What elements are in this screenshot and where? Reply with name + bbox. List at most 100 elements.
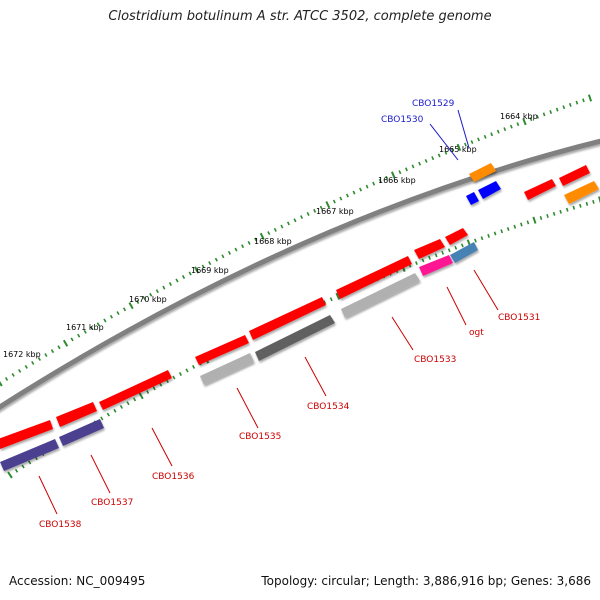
gene-label-cbo1536[interactable]: CBO1536 bbox=[152, 472, 195, 482]
gene-arrow[interactable] bbox=[0, 420, 53, 449]
gene-arrow[interactable] bbox=[469, 163, 496, 182]
gene-label-cbo1529[interactable]: CBO1529 bbox=[412, 99, 455, 109]
ruler-minor-tick bbox=[559, 209, 562, 214]
gene-label-cbo1537[interactable]: CBO1537 bbox=[91, 498, 133, 508]
ruler-minor-tick bbox=[146, 390, 150, 394]
ruler-major-tick bbox=[456, 143, 462, 151]
ruler-minor-tick bbox=[273, 227, 277, 232]
gene-arrow[interactable] bbox=[200, 353, 254, 385]
ruler-minor-tick bbox=[175, 278, 179, 283]
map-title: Clostridium botulinum A str. ATCC 3502, … bbox=[108, 9, 492, 24]
ruler-minor-tick bbox=[329, 297, 333, 302]
ruler-major-tick bbox=[62, 339, 69, 347]
ruler-minor-tick bbox=[437, 153, 441, 158]
ruler-minor-tick bbox=[562, 105, 566, 110]
ruler-minor-tick bbox=[398, 170, 402, 175]
ruler-label: 1665 kbp bbox=[439, 145, 477, 154]
gene-arrow[interactable] bbox=[336, 256, 412, 299]
ruler-minor-tick bbox=[490, 132, 494, 137]
gene-arrow[interactable] bbox=[195, 335, 249, 365]
ruler-minor-tick bbox=[536, 114, 539, 119]
ruler-minor-tick bbox=[520, 222, 523, 227]
ruler-ticks-outer bbox=[0, 94, 593, 387]
ruler-minor-tick bbox=[323, 300, 327, 305]
gene-arrow[interactable] bbox=[341, 273, 420, 318]
ruler-minor-tick bbox=[4, 376, 9, 381]
ruler-minor-tick bbox=[178, 372, 183, 376]
ruler-major-tick bbox=[194, 266, 200, 274]
ruler-minor-tick bbox=[90, 326, 94, 331]
ruler-minor-tick bbox=[50, 349, 55, 354]
ruler-major-tick bbox=[587, 94, 593, 102]
gene-arrow[interactable] bbox=[249, 297, 326, 340]
gene-label-cbo1530[interactable]: CBO1530 bbox=[381, 115, 424, 125]
ruler-minor-tick bbox=[152, 386, 156, 391]
gene-arrow[interactable] bbox=[99, 370, 172, 410]
ruler-label: 1672 kbp bbox=[3, 350, 41, 359]
ruler-minor-tick bbox=[565, 207, 569, 212]
gene-arrow[interactable] bbox=[0, 439, 59, 471]
ruler-major-tick bbox=[522, 118, 527, 126]
gene-label-cbo1531[interactable]: CBO1531 bbox=[498, 313, 540, 323]
gene-label-cbo1535[interactable]: CBO1535 bbox=[239, 432, 281, 442]
ruler-minor-tick bbox=[168, 282, 173, 286]
ruler-minor-tick bbox=[28, 460, 32, 465]
ruler-minor-tick bbox=[106, 412, 110, 417]
ruler-minor-tick bbox=[240, 244, 245, 249]
ruler-minor-tick bbox=[411, 164, 415, 169]
gene-label-cbo1538[interactable]: CBO1538 bbox=[39, 520, 82, 530]
gene-arrow[interactable] bbox=[478, 181, 501, 199]
ruler-minor-tick bbox=[191, 365, 196, 369]
genome-backbone bbox=[0, 138, 600, 410]
ruler-minor-tick bbox=[378, 178, 382, 183]
ruler-minor-tick bbox=[313, 208, 317, 213]
ruler-minor-tick bbox=[428, 255, 431, 260]
ruler-minor-tick bbox=[201, 264, 205, 269]
ruler-minor-tick bbox=[77, 333, 81, 338]
gene-arrow[interactable] bbox=[559, 165, 590, 186]
gene-arrow[interactable] bbox=[56, 402, 97, 427]
gene-label-ogt[interactable]: ogt bbox=[469, 328, 484, 338]
ruler-minor-tick bbox=[582, 98, 585, 103]
leader-line bbox=[429, 123, 459, 161]
gene-arrow[interactable] bbox=[564, 181, 599, 204]
ruler-minor-tick bbox=[300, 215, 304, 220]
ruler-minor-tick bbox=[122, 307, 127, 312]
ruler-minor-tick bbox=[404, 167, 408, 172]
gene-arrow[interactable] bbox=[419, 255, 453, 276]
ruler-minor-tick bbox=[526, 220, 530, 225]
gene-arrow[interactable] bbox=[450, 242, 478, 263]
ruler-minor-tick bbox=[542, 112, 546, 117]
gene-label-cbo1534[interactable]: CBO1534 bbox=[307, 402, 350, 412]
gene-arrow[interactable] bbox=[414, 239, 445, 259]
gene-arrow[interactable] bbox=[445, 228, 468, 245]
ruler-major-tick bbox=[138, 392, 144, 400]
ruler-minor-tick bbox=[509, 124, 513, 129]
label-leader-lines bbox=[38, 109, 499, 515]
gene-arrow[interactable] bbox=[255, 315, 335, 361]
ruler-label: 1666 kbp bbox=[378, 176, 416, 185]
ruler-label: 1667 kbp bbox=[316, 207, 354, 216]
leader-line bbox=[391, 316, 414, 351]
ruler-label: 1668 kbp bbox=[254, 237, 292, 246]
gene-arrow[interactable] bbox=[466, 192, 479, 205]
ruler-minor-tick bbox=[286, 221, 290, 226]
ruler-label: 1664 kbp bbox=[500, 112, 538, 121]
ruler-major-tick bbox=[335, 292, 341, 300]
ruler-minor-tick bbox=[14, 468, 19, 473]
ruler-minor-tick bbox=[188, 271, 192, 276]
ruler-minor-tick bbox=[372, 181, 376, 186]
gene-label-cbo1533[interactable]: CBO1533 bbox=[414, 355, 456, 365]
ruler-minor-tick bbox=[585, 201, 589, 206]
ruler-minor-tick bbox=[431, 156, 435, 161]
ruler-minor-tick bbox=[529, 117, 533, 122]
ruler-minor-tick bbox=[474, 238, 477, 243]
ruler-minor-tick bbox=[319, 205, 323, 210]
gene-arrow[interactable] bbox=[59, 419, 104, 446]
ruler-minor-tick bbox=[96, 322, 100, 327]
ruler-minor-tick bbox=[109, 314, 114, 319]
leader-line bbox=[446, 286, 467, 326]
gene-arrow[interactable] bbox=[524, 179, 556, 200]
ruler-minor-tick bbox=[496, 129, 500, 134]
ruler-minor-tick bbox=[444, 150, 448, 155]
